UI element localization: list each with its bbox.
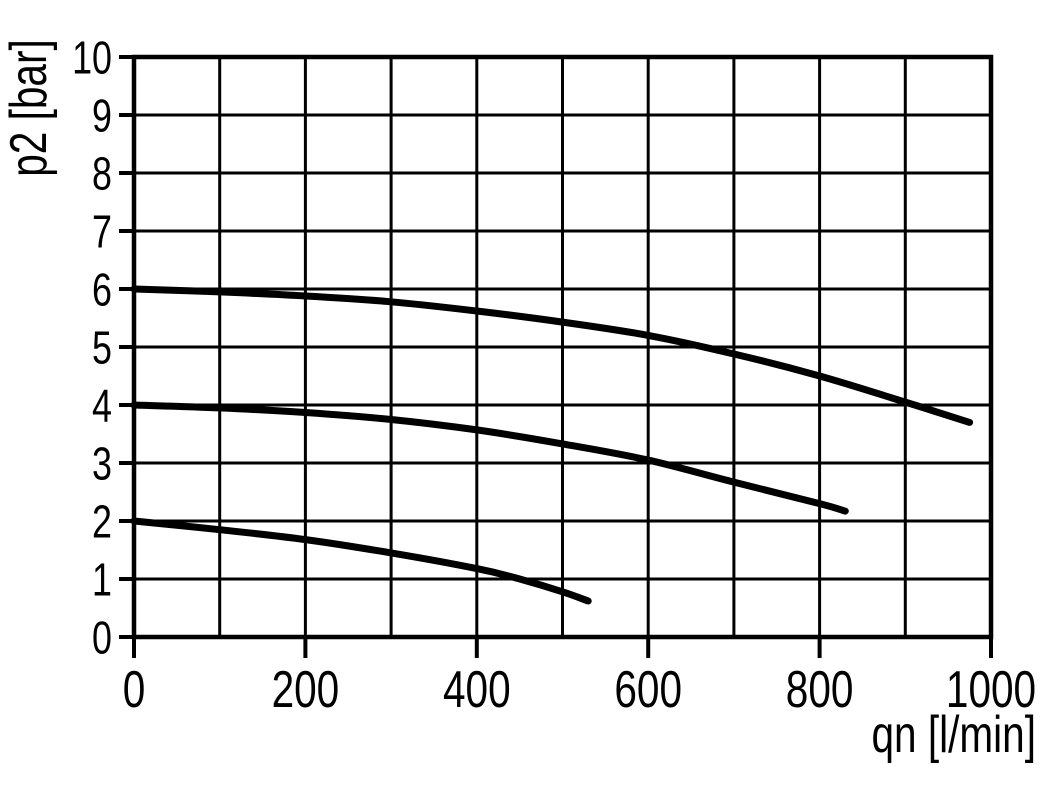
x-tick-label: 0 (123, 660, 146, 718)
outlet-pressure-curve-4-bar (130, 401, 849, 515)
x-axis-title: qn [l/min] (871, 705, 1036, 763)
outlet-pressure-curve-6-bar (130, 285, 974, 426)
y-tick-label: 7 (92, 206, 112, 257)
x-tick-label: 1000 (946, 660, 1036, 718)
y-tick-label: 6 (92, 264, 112, 315)
y-tick-label: 3 (92, 438, 112, 489)
y-tick-label: 5 (92, 322, 112, 373)
y-tick-label: 0 (92, 612, 112, 663)
x-tick-label: 200 (272, 660, 340, 718)
y-tick-label: 10 (72, 32, 112, 83)
outlet-pressure-curve-2-bar (130, 517, 592, 605)
y-tick-label: 8 (92, 148, 112, 199)
x-tick-label: 400 (443, 660, 511, 718)
x-tick-label: 800 (786, 660, 854, 718)
y-tick-label: 9 (92, 90, 112, 141)
y-tick-label: 2 (92, 496, 112, 547)
y-axis-title: p2 [bar] (0, 39, 57, 177)
y-tick-label: 4 (92, 380, 112, 431)
plot-frame (131, 54, 994, 640)
y-tick-label: 1 (92, 554, 112, 605)
x-tick-label: 600 (614, 660, 682, 718)
